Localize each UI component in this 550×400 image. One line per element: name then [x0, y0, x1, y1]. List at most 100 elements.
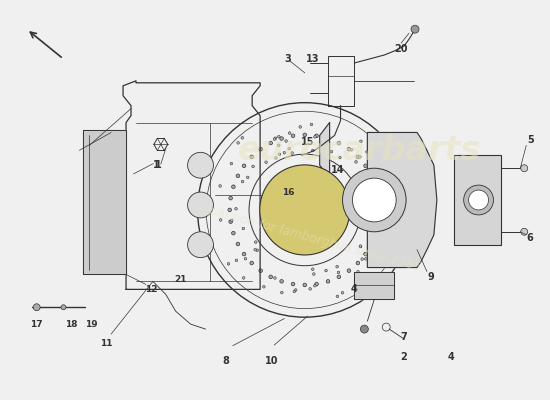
Circle shape: [315, 282, 318, 286]
Circle shape: [356, 261, 360, 265]
Circle shape: [274, 137, 277, 140]
Circle shape: [347, 148, 351, 151]
Text: 6: 6: [527, 233, 534, 243]
Circle shape: [343, 168, 406, 232]
Circle shape: [359, 245, 362, 248]
Circle shape: [288, 147, 290, 150]
Text: 1: 1: [155, 160, 161, 170]
Circle shape: [255, 241, 257, 244]
Circle shape: [296, 244, 301, 249]
Circle shape: [228, 208, 232, 212]
Circle shape: [469, 190, 488, 210]
Circle shape: [273, 138, 276, 140]
Text: 8: 8: [222, 356, 229, 366]
Text: a passion for lamborghini since 1985: a passion for lamborghini since 1985: [196, 202, 423, 274]
Circle shape: [244, 258, 247, 260]
Circle shape: [377, 220, 381, 224]
Circle shape: [230, 162, 233, 165]
Circle shape: [288, 132, 291, 134]
Polygon shape: [84, 130, 126, 274]
Circle shape: [237, 142, 239, 144]
Circle shape: [390, 171, 393, 174]
Circle shape: [359, 156, 361, 158]
FancyBboxPatch shape: [454, 155, 502, 245]
Circle shape: [292, 134, 295, 138]
Circle shape: [389, 176, 391, 179]
Circle shape: [378, 208, 382, 212]
Text: 4: 4: [351, 284, 358, 294]
Circle shape: [368, 187, 371, 190]
Circle shape: [350, 148, 353, 151]
Text: 18: 18: [65, 320, 78, 329]
Circle shape: [326, 280, 330, 283]
Circle shape: [310, 123, 313, 126]
Circle shape: [411, 25, 419, 33]
Circle shape: [265, 161, 267, 164]
Circle shape: [294, 289, 297, 291]
Circle shape: [364, 164, 367, 168]
Circle shape: [280, 291, 283, 294]
Polygon shape: [320, 122, 437, 268]
Text: 2: 2: [401, 352, 408, 362]
Circle shape: [327, 135, 330, 138]
Circle shape: [359, 245, 362, 247]
Circle shape: [285, 191, 324, 229]
Text: 7: 7: [401, 332, 408, 342]
Circle shape: [188, 232, 213, 258]
Circle shape: [377, 196, 381, 200]
Circle shape: [280, 280, 283, 283]
Circle shape: [232, 231, 235, 235]
Text: 17: 17: [30, 320, 43, 329]
Circle shape: [246, 176, 249, 179]
Circle shape: [356, 155, 360, 159]
Circle shape: [259, 269, 262, 272]
Circle shape: [371, 189, 373, 192]
Circle shape: [236, 242, 240, 246]
Circle shape: [278, 153, 280, 156]
Text: 13: 13: [306, 54, 320, 64]
Circle shape: [360, 140, 362, 142]
Circle shape: [243, 277, 245, 279]
Circle shape: [389, 243, 392, 246]
Circle shape: [389, 165, 392, 168]
Circle shape: [393, 206, 395, 208]
Circle shape: [331, 232, 336, 236]
Circle shape: [389, 225, 392, 228]
Circle shape: [219, 219, 222, 221]
Circle shape: [361, 258, 364, 260]
Text: 1: 1: [152, 160, 159, 170]
Polygon shape: [354, 272, 394, 299]
Text: 16: 16: [282, 188, 294, 196]
Circle shape: [394, 189, 397, 191]
Circle shape: [364, 252, 367, 256]
Circle shape: [277, 144, 280, 146]
Circle shape: [254, 248, 256, 251]
Text: 12: 12: [145, 285, 157, 294]
Circle shape: [274, 277, 276, 279]
Circle shape: [250, 261, 254, 265]
Circle shape: [353, 178, 396, 222]
Text: 4: 4: [447, 352, 454, 362]
Circle shape: [280, 137, 283, 140]
Circle shape: [229, 196, 233, 200]
Circle shape: [381, 205, 383, 208]
Circle shape: [339, 156, 341, 159]
Circle shape: [273, 183, 278, 188]
Text: 15: 15: [301, 138, 315, 148]
Circle shape: [241, 136, 244, 139]
Circle shape: [341, 292, 344, 294]
Circle shape: [242, 252, 246, 256]
Text: 3: 3: [284, 54, 292, 64]
Circle shape: [242, 164, 246, 168]
Circle shape: [370, 174, 373, 178]
Circle shape: [299, 126, 301, 128]
Circle shape: [337, 271, 340, 274]
Circle shape: [368, 224, 371, 227]
Circle shape: [309, 170, 314, 176]
Circle shape: [230, 219, 233, 222]
Circle shape: [375, 185, 378, 188]
Circle shape: [242, 227, 245, 230]
Text: 19: 19: [85, 320, 97, 329]
Circle shape: [384, 192, 387, 195]
Circle shape: [260, 165, 350, 255]
